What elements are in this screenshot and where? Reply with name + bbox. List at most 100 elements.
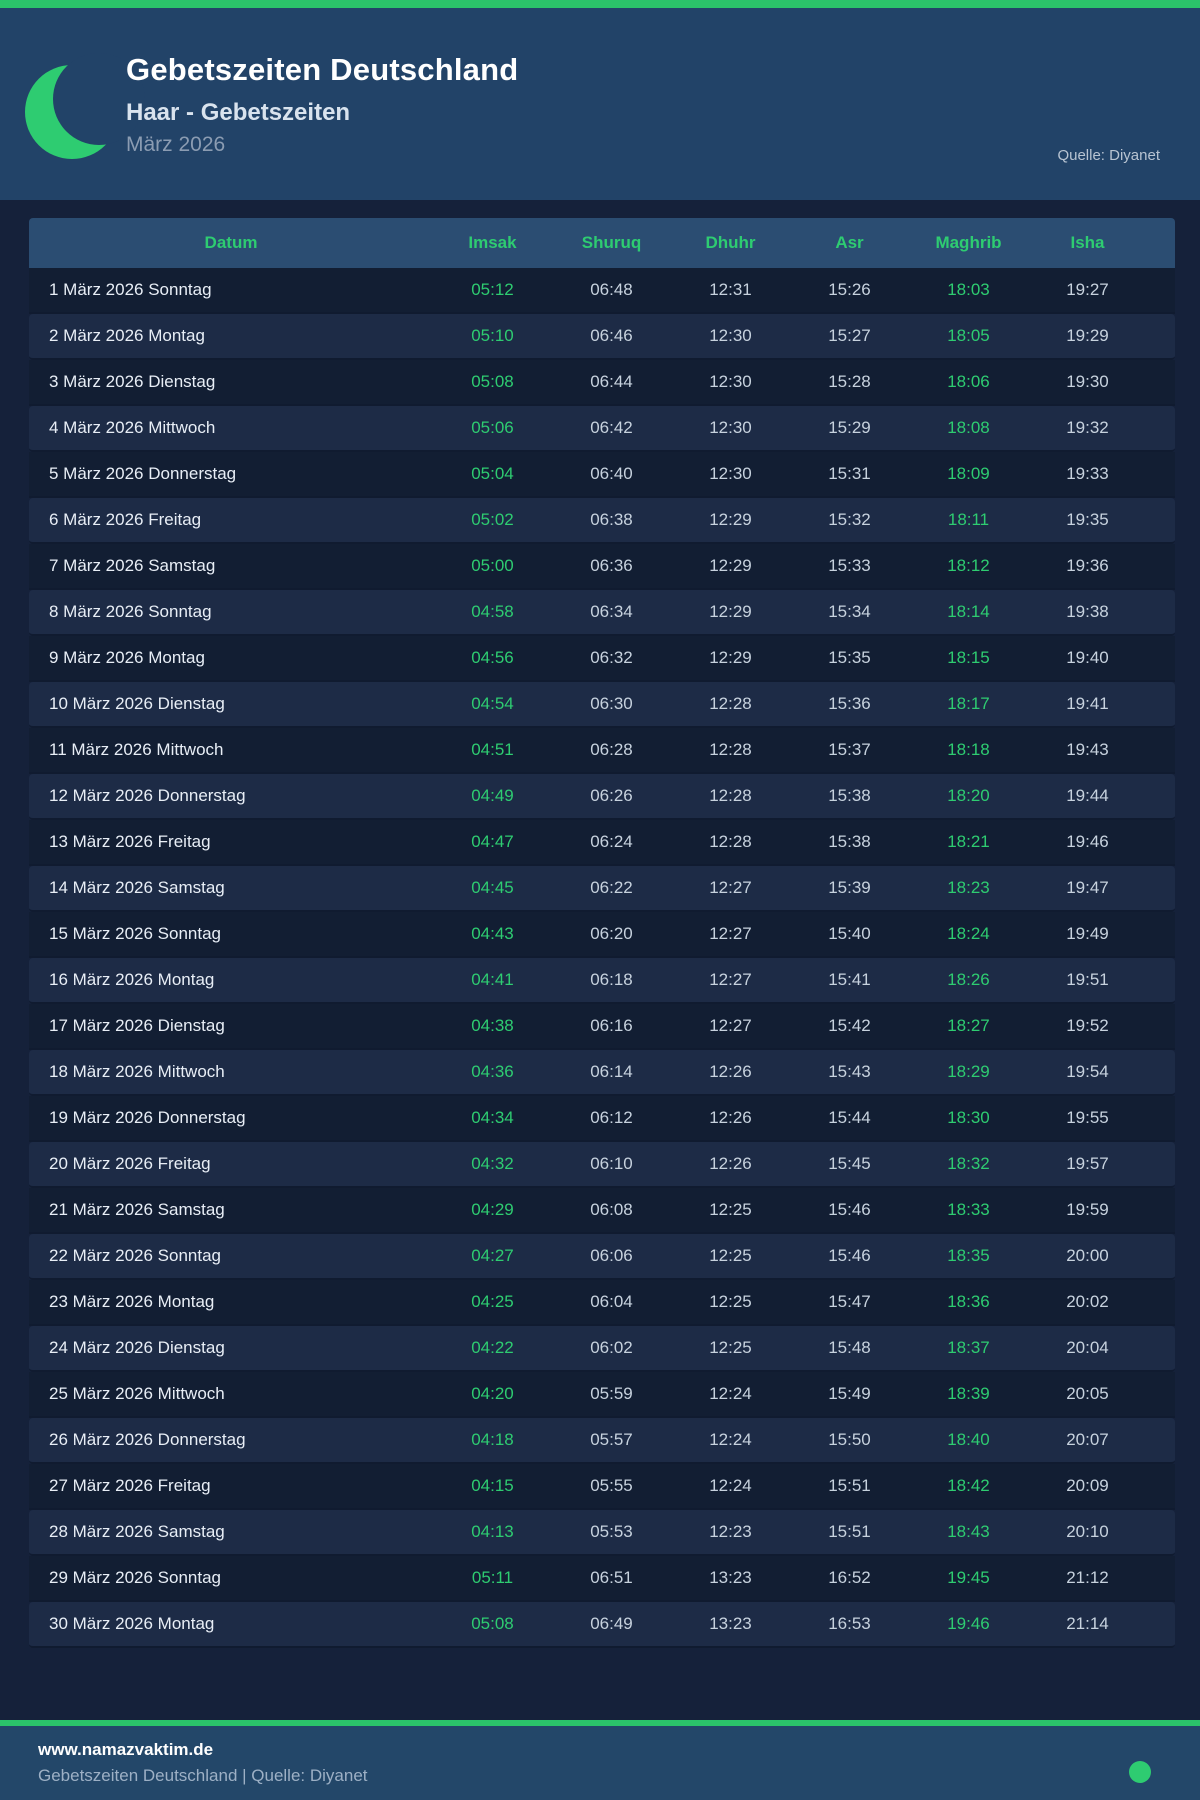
time-cell: 12:25 (671, 1188, 790, 1234)
time-cell: 18:09 (909, 452, 1028, 498)
time-cell: 06:42 (552, 406, 671, 452)
time-cell: 04:27 (433, 1234, 552, 1280)
time-cell: 15:46 (790, 1234, 909, 1280)
table-row: 13 März 2026 Freitag 04:47 06:24 12:28 15:38… (29, 820, 1175, 866)
table-row: 7 März 2026 Samstag 05:00 06:36 12:29 15:33 1… (29, 544, 1175, 590)
time-cell: 19:54 (1028, 1050, 1175, 1096)
time-cell: 19:27 (1028, 268, 1175, 314)
time-cell: 18:35 (909, 1234, 1028, 1280)
top-accent-bar (0, 0, 1200, 8)
time-cell: 20:02 (1028, 1280, 1175, 1326)
time-cell: 05:00 (433, 544, 552, 590)
column-header-isha: Isha (1028, 218, 1175, 268)
table-row: 16 März 2026 Montag 04:41 06:18 12:27 15:41 1… (29, 958, 1175, 1004)
table-row: 28 März 2026 Samstag 04:13 05:53 12:23 15:51… (29, 1510, 1175, 1556)
table-row: 15 März 2026 Sonntag 04:43 06:20 12:27 15:40… (29, 912, 1175, 958)
time-cell: 19:57 (1028, 1142, 1175, 1188)
time-cell: 05:59 (552, 1372, 671, 1418)
time-cell: 18:37 (909, 1326, 1028, 1372)
table-row: 8 März 2026 Sonntag 04:58 06:34 12:29 15:34 1… (29, 590, 1175, 636)
time-cell: 15:34 (790, 590, 909, 636)
date-cell: 28 März 2026 Samstag (29, 1510, 433, 1556)
table-row: 26 März 2026 Donnerstag 04:18 05:57 12:24 15… (29, 1418, 1175, 1464)
time-cell: 06:51 (552, 1556, 671, 1602)
time-cell: 18:17 (909, 682, 1028, 728)
date-cell: 29 März 2026 Sonntag (29, 1556, 433, 1602)
time-cell: 15:35 (790, 636, 909, 682)
table-row: 1 März 2026 Sonntag 05:12 06:48 12:31 15:26 1… (29, 268, 1175, 314)
time-cell: 04:15 (433, 1464, 552, 1510)
time-cell: 12:26 (671, 1142, 790, 1188)
time-cell: 12:24 (671, 1418, 790, 1464)
table-row: 9 März 2026 Montag 04:56 06:32 12:29 15:35 18… (29, 636, 1175, 682)
time-cell: 15:46 (790, 1188, 909, 1234)
time-cell: 05:08 (433, 360, 552, 406)
time-cell: 20:05 (1028, 1372, 1175, 1418)
time-cell: 06:06 (552, 1234, 671, 1280)
time-cell: 19:46 (909, 1602, 1028, 1648)
time-cell: 18:15 (909, 636, 1028, 682)
date-cell: 11 März 2026 Mittwoch (29, 728, 433, 774)
time-cell: 06:18 (552, 958, 671, 1004)
time-cell: 12:25 (671, 1234, 790, 1280)
time-cell: 06:49 (552, 1602, 671, 1648)
source-label: Quelle: Diyanet (1057, 147, 1160, 164)
time-cell: 18:36 (909, 1280, 1028, 1326)
date-cell: 27 März 2026 Freitag (29, 1464, 433, 1510)
time-cell: 18:21 (909, 820, 1028, 866)
time-cell: 12:27 (671, 1004, 790, 1050)
time-cell: 15:29 (790, 406, 909, 452)
time-cell: 15:28 (790, 360, 909, 406)
time-cell: 19:32 (1028, 406, 1175, 452)
column-header-shuruq: Shuruq (552, 218, 671, 268)
time-cell: 12:26 (671, 1096, 790, 1142)
table-row: 14 März 2026 Samstag 04:45 06:22 12:27 15:39… (29, 866, 1175, 912)
time-cell: 05:57 (552, 1418, 671, 1464)
date-cell: 10 März 2026 Dienstag (29, 682, 433, 728)
time-cell: 19:36 (1028, 544, 1175, 590)
time-cell: 15:45 (790, 1142, 909, 1188)
date-cell: 19 März 2026 Donnerstag (29, 1096, 433, 1142)
time-cell: 04:47 (433, 820, 552, 866)
time-cell: 15:37 (790, 728, 909, 774)
time-cell: 15:36 (790, 682, 909, 728)
time-cell: 06:16 (552, 1004, 671, 1050)
time-cell: 12:30 (671, 406, 790, 452)
crescent-moon-icon (25, 53, 145, 159)
time-cell: 16:53 (790, 1602, 909, 1648)
time-cell: 04:45 (433, 866, 552, 912)
date-cell: 21 März 2026 Samstag (29, 1188, 433, 1234)
date-cell: 9 März 2026 Montag (29, 636, 433, 682)
time-cell: 18:39 (909, 1372, 1028, 1418)
time-cell: 18:06 (909, 360, 1028, 406)
time-cell: 13:23 (671, 1556, 790, 1602)
prayer-table-body: 1 März 2026 Sonntag 05:12 06:48 12:31 15:26 1… (29, 268, 1175, 1648)
time-cell: 18:40 (909, 1418, 1028, 1464)
time-cell: 13:23 (671, 1602, 790, 1648)
time-cell: 06:36 (552, 544, 671, 590)
footer-subtitle: Gebetszeiten Deutschland | Quelle: Diyan… (38, 1766, 368, 1785)
time-cell: 04:54 (433, 682, 552, 728)
table-row: 10 März 2026 Dienstag 04:54 06:30 12:28 15:3… (29, 682, 1175, 728)
time-cell: 18:29 (909, 1050, 1028, 1096)
header: Gebetszeiten Deutschland Haar - Gebetsze… (0, 8, 1200, 200)
time-cell: 12:26 (671, 1050, 790, 1096)
time-cell: 18:20 (909, 774, 1028, 820)
time-cell: 18:18 (909, 728, 1028, 774)
table-row: 21 März 2026 Samstag 04:29 06:08 12:25 15:46… (29, 1188, 1175, 1234)
time-cell: 12:27 (671, 958, 790, 1004)
table-row: 11 März 2026 Mittwoch 04:51 06:28 12:28 15:3… (29, 728, 1175, 774)
time-cell: 19:43 (1028, 728, 1175, 774)
time-cell: 18:33 (909, 1188, 1028, 1234)
time-cell: 15:42 (790, 1004, 909, 1050)
time-cell: 12:28 (671, 728, 790, 774)
website-link[interactable]: www.namazvaktim.de (38, 1740, 214, 1759)
table-row: 12 März 2026 Donnerstag 04:49 06:26 12:28 15… (29, 774, 1175, 820)
table-row: 18 März 2026 Mittwoch 04:36 06:14 12:26 15:4… (29, 1050, 1175, 1096)
time-cell: 15:43 (790, 1050, 909, 1096)
table-header-row: Datum Imsak Shuruq Dhuhr Asr Maghrib Isha (29, 218, 1175, 268)
time-cell: 15:39 (790, 866, 909, 912)
time-cell: 06:44 (552, 360, 671, 406)
time-cell: 05:10 (433, 314, 552, 360)
date-cell: 25 März 2026 Mittwoch (29, 1372, 433, 1418)
